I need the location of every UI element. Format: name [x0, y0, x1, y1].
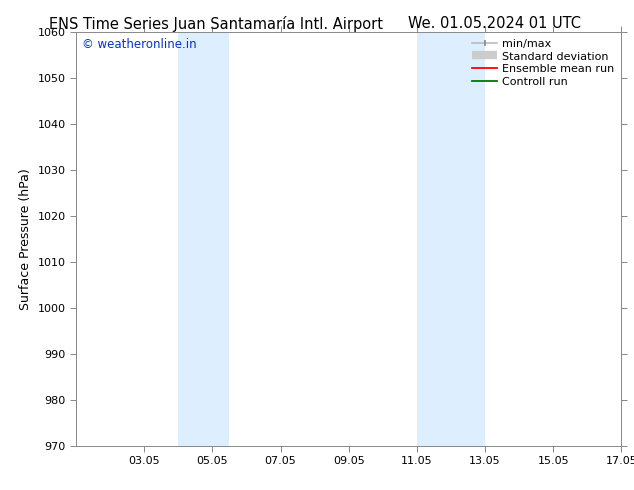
- Legend: min/max, Standard deviation, Ensemble mean run, Controll run: min/max, Standard deviation, Ensemble me…: [468, 34, 619, 92]
- Bar: [417, 32, 485, 446]
- Text: ENS Time Series Juan Santamaría Intl. Airport: ENS Time Series Juan Santamaría Intl. Ai…: [49, 16, 382, 32]
- Text: © weatheronline.in: © weatheronline.in: [82, 38, 196, 51]
- Bar: [178, 32, 230, 446]
- Y-axis label: Surface Pressure (hPa): Surface Pressure (hPa): [19, 168, 32, 310]
- Text: We. 01.05.2024 01 UTC: We. 01.05.2024 01 UTC: [408, 16, 581, 31]
